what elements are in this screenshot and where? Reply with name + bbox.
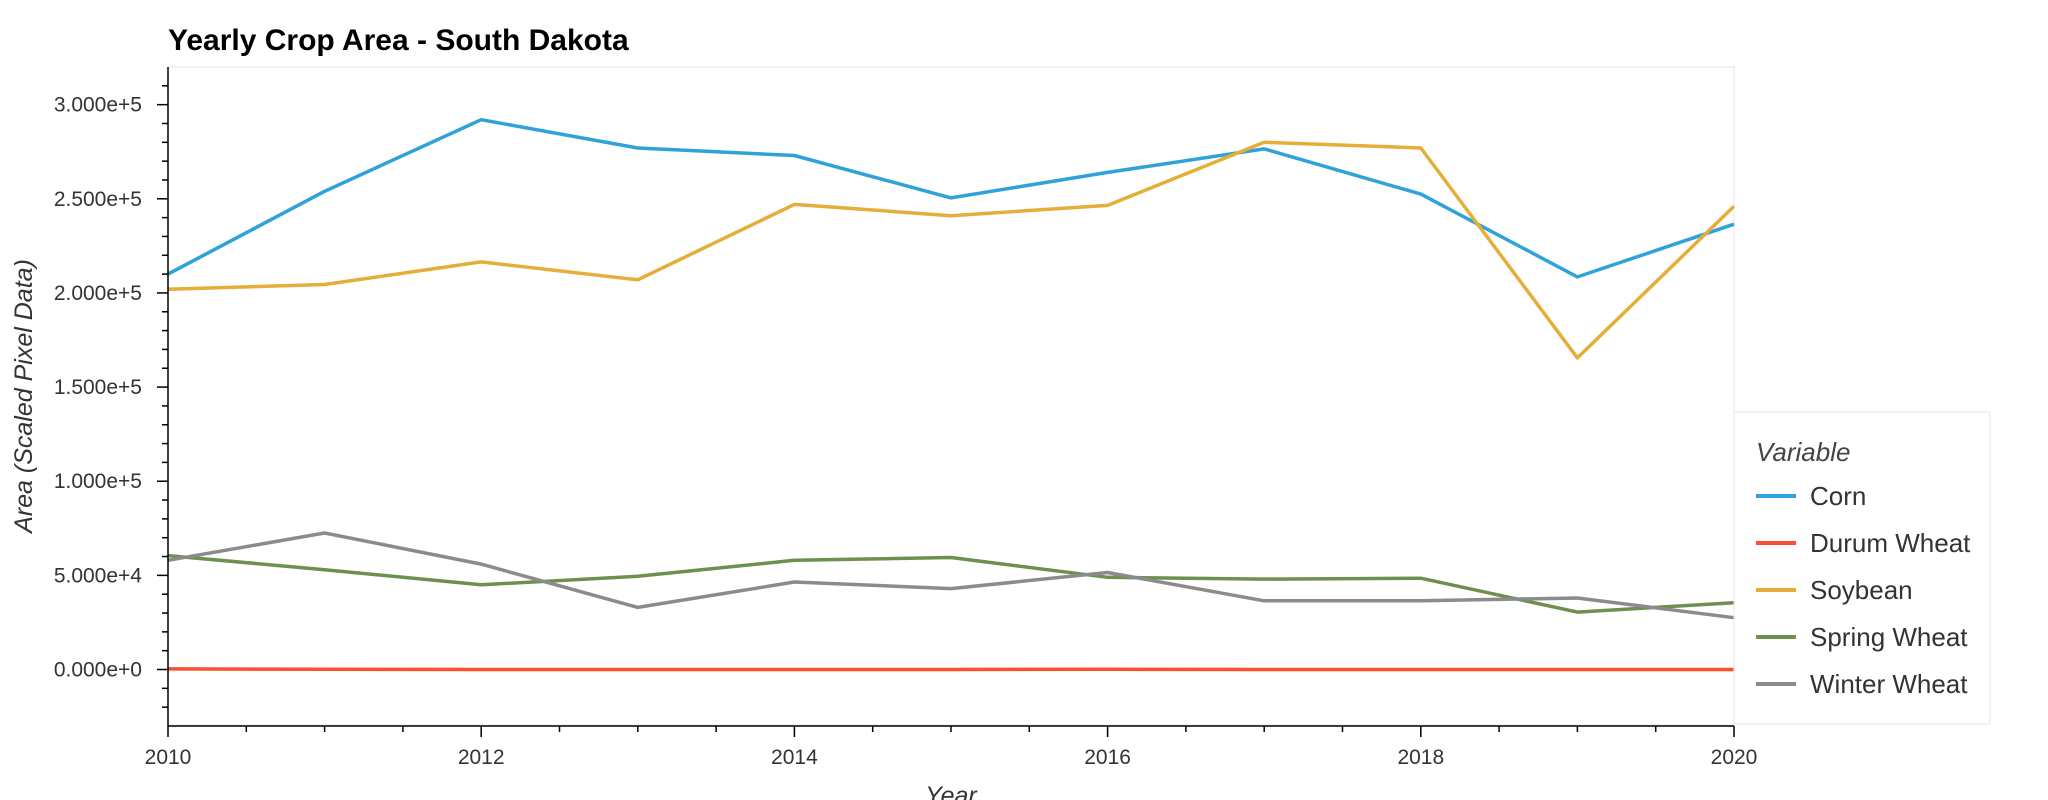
y-tick-label: 2.500e+5 bbox=[54, 188, 142, 211]
series-layer bbox=[167, 117, 1736, 672]
series-line-2 bbox=[167, 140, 1736, 360]
y-tick-label: 2.000e+5 bbox=[54, 282, 142, 305]
legend-items: Corn Durum Wheat Soybean Spring Wheat Winter… bbox=[1756, 481, 1971, 699]
y-tick-label: 3.000e+5 bbox=[54, 94, 142, 117]
x-tick-label: 2012 bbox=[458, 746, 505, 769]
legend-title: Variable bbox=[1756, 437, 1850, 467]
x-tick-label: 2018 bbox=[1397, 746, 1444, 769]
legend-label: Spring Wheat bbox=[1810, 622, 1968, 652]
legend-label: Winter Wheat bbox=[1810, 669, 1968, 699]
legend-item: Spring Wheat bbox=[1756, 622, 1968, 652]
x-axis-ticks: 2010 2012 2014 2016 2018 2020 bbox=[145, 726, 1758, 769]
series-line-3 bbox=[167, 553, 1735, 614]
legend-item: Corn bbox=[1756, 481, 1866, 511]
legend: Variable Corn Durum Wheat Soybean Spring Wh… bbox=[1733, 411, 1991, 725]
chart-title: Yearly Crop Area - South Dakota bbox=[168, 24, 629, 57]
y-axis-ticks: 0.000e+0 5.000e+4 1.000e+5 1.500e+5 2.000e+5… bbox=[54, 85, 168, 708]
plot-frame bbox=[167, 66, 1735, 726]
x-tick-label: 2010 bbox=[145, 746, 192, 769]
legend-item: Durum Wheat bbox=[1756, 528, 1971, 558]
y-tick-label: 5.000e+4 bbox=[54, 564, 142, 587]
legend-item: Soybean bbox=[1756, 575, 1913, 605]
legend-item: Winter Wheat bbox=[1756, 669, 1968, 699]
y-tick-label: 0.000e+0 bbox=[54, 659, 142, 682]
y-tick-label: 1.500e+5 bbox=[54, 376, 142, 399]
legend-label: Soybean bbox=[1810, 575, 1913, 605]
x-tick-label: 2014 bbox=[771, 746, 818, 769]
legend-label: Corn bbox=[1810, 481, 1866, 511]
y-tick-label: 1.000e+5 bbox=[54, 470, 142, 493]
legend-label: Durum Wheat bbox=[1810, 528, 1971, 558]
x-tick-label: 2020 bbox=[1711, 746, 1758, 769]
x-tick-label: 2016 bbox=[1084, 746, 1131, 769]
series-line-0 bbox=[167, 117, 1735, 279]
series-line-1 bbox=[167, 667, 1734, 672]
series-line-4 bbox=[167, 531, 1735, 620]
legend-box bbox=[1733, 411, 1991, 725]
y-axis-label: Area (Scaled Pixel Data) bbox=[10, 259, 38, 535]
x-axis-label: Year bbox=[925, 782, 978, 800]
